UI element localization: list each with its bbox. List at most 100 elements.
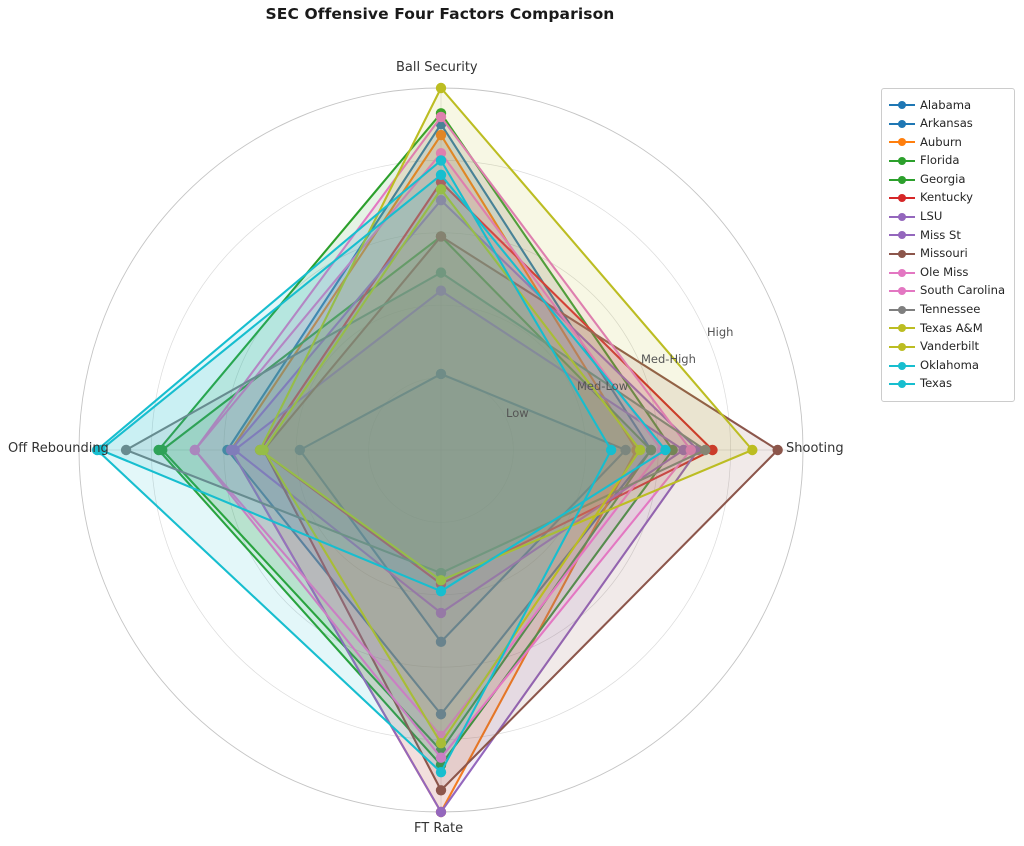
series-lsu[interactable] bbox=[229, 285, 689, 619]
legend-swatch-icon bbox=[889, 360, 915, 372]
series-marker-ball-security bbox=[435, 155, 447, 166]
series-marker-ball-security bbox=[435, 111, 447, 123]
legend-swatch-icon bbox=[889, 229, 915, 241]
legend-item-florida[interactable]: Florida bbox=[889, 152, 1006, 171]
series-marker-ft-rate bbox=[435, 806, 447, 818]
series-marker-shooting bbox=[645, 444, 657, 456]
legend-swatch-icon bbox=[889, 174, 915, 186]
series-marker-shooting bbox=[747, 444, 758, 456]
legend-swatch-icon bbox=[889, 136, 915, 148]
legend-label: South Carolina bbox=[920, 283, 1006, 298]
series-marker-shooting bbox=[605, 444, 617, 456]
series-marker-ft-rate bbox=[435, 766, 447, 778]
series-marker-ball-security bbox=[435, 231, 447, 242]
series-marker-shooting bbox=[660, 444, 671, 456]
legend-swatch-icon bbox=[889, 99, 915, 111]
series-missouri[interactable] bbox=[258, 231, 783, 796]
legend-label: Alabama bbox=[920, 97, 972, 112]
series-marker-off-rebounding bbox=[95, 444, 106, 456]
series-fill bbox=[194, 116, 691, 758]
legend-swatch-icon bbox=[889, 211, 915, 223]
legend-swatch-icon bbox=[889, 118, 915, 130]
series-fill bbox=[126, 272, 706, 574]
series-marker-ft-rate bbox=[435, 607, 447, 619]
series-marker-ft-rate bbox=[435, 738, 447, 749]
legend-label: Georgia bbox=[920, 171, 966, 186]
series-marker-ft-rate bbox=[435, 752, 447, 763]
series-marker-ft-rate bbox=[435, 636, 447, 648]
radial-tick-med-high: Med-High bbox=[641, 352, 696, 366]
legend-item-oklahoma[interactable]: Oklahoma bbox=[889, 356, 1006, 375]
legend-label: Florida bbox=[920, 153, 960, 168]
legend[interactable]: Alabama Arkansas Auburn Florida Georgia Kentu… bbox=[881, 88, 1015, 402]
series-marker-ball-security bbox=[435, 368, 447, 380]
series-marker-off-rebounding bbox=[294, 444, 306, 456]
legend-swatch-icon bbox=[889, 192, 915, 204]
series-marker-ball-security bbox=[435, 147, 447, 159]
legend-label: Miss St bbox=[920, 227, 961, 242]
legend-item-arkansas[interactable]: Arkansas bbox=[889, 115, 1006, 134]
legend-swatch-icon bbox=[889, 155, 915, 167]
series-marker-shooting bbox=[685, 444, 696, 456]
legend-label: Texas A&M bbox=[920, 320, 983, 335]
legend-item-georgia[interactable]: Georgia bbox=[889, 170, 1006, 189]
series-marker-off-rebounding bbox=[225, 444, 237, 456]
axis-label-off-rebounding: Off Rebounding bbox=[8, 441, 109, 456]
legend-item-lsu[interactable]: LSU bbox=[889, 208, 1006, 227]
series-marker-ball-security bbox=[435, 82, 447, 94]
series-marker-shooting bbox=[707, 444, 718, 456]
legend-swatch-icon bbox=[889, 285, 915, 297]
series-marker-shooting bbox=[678, 444, 689, 456]
legend-item-south-carolina[interactable]: South Carolina bbox=[889, 282, 1006, 301]
series-marker-off-rebounding bbox=[258, 444, 269, 456]
series-marker-shooting bbox=[667, 444, 678, 456]
series-marker-ball-security bbox=[435, 195, 447, 206]
legend-item-tennessee[interactable]: Tennessee bbox=[889, 301, 1006, 320]
series-fill bbox=[97, 160, 612, 773]
legend-swatch-icon bbox=[889, 248, 915, 260]
series-texas[interactable] bbox=[95, 169, 671, 597]
axis-label-ball-security: Ball Security bbox=[396, 60, 478, 75]
legend-label: Oklahoma bbox=[920, 357, 980, 372]
legend-label: Auburn bbox=[920, 134, 962, 149]
radial-tick-high: High bbox=[707, 325, 734, 339]
series-fill bbox=[263, 236, 778, 791]
legend-item-texas-a-m[interactable]: Texas A&M bbox=[889, 319, 1006, 338]
legend-item-kentucky[interactable]: Kentucky bbox=[889, 189, 1006, 208]
series-marker-ft-rate bbox=[435, 567, 447, 579]
legend-label: Texas bbox=[920, 376, 953, 391]
legend-label: Kentucky bbox=[920, 190, 973, 205]
legend-item-ole-miss[interactable]: Ole Miss bbox=[889, 263, 1006, 282]
legend-label: Tennessee bbox=[920, 302, 981, 317]
series-vanderbilt[interactable] bbox=[258, 184, 646, 749]
series-marker-shooting bbox=[620, 444, 631, 456]
series-marker-off-rebounding bbox=[120, 444, 132, 456]
series-marker-ft-rate bbox=[435, 585, 447, 597]
series-marker-shooting bbox=[700, 444, 711, 456]
series-marker-ft-rate bbox=[435, 575, 447, 586]
radial-tick-low: Low bbox=[506, 406, 529, 420]
series-marker-ball-security bbox=[435, 169, 447, 181]
series-marker-off-rebounding bbox=[157, 444, 168, 456]
legend-swatch-icon bbox=[889, 267, 915, 279]
series-fill bbox=[231, 200, 699, 813]
series-fill bbox=[260, 88, 753, 581]
legend-item-texas[interactable]: Texas bbox=[889, 375, 1006, 394]
legend-swatch-icon bbox=[889, 322, 915, 334]
legend-item-alabama[interactable]: Alabama bbox=[889, 96, 1006, 115]
legend-swatch-icon bbox=[889, 304, 915, 316]
legend-item-missouri[interactable]: Missouri bbox=[889, 245, 1006, 264]
page-title: SEC Offensive Four Factors Comparison bbox=[265, 5, 615, 23]
legend-item-miss-st[interactable]: Miss St bbox=[889, 226, 1006, 245]
axis-label-shooting: Shooting bbox=[786, 441, 844, 456]
legend-label: Vanderbilt bbox=[920, 339, 980, 354]
series-marker-ft-rate bbox=[435, 709, 447, 720]
axis-label-ft-rate: FT Rate bbox=[414, 821, 464, 836]
series-marker-shooting bbox=[772, 444, 783, 456]
legend-item-auburn[interactable]: Auburn bbox=[889, 133, 1006, 152]
legend-item-vanderbilt[interactable]: Vanderbilt bbox=[889, 338, 1006, 357]
radial-tick-med-low: Med-Low bbox=[577, 379, 629, 393]
series-alabama[interactable] bbox=[294, 368, 631, 648]
legend-label: Arkansas bbox=[920, 116, 973, 131]
